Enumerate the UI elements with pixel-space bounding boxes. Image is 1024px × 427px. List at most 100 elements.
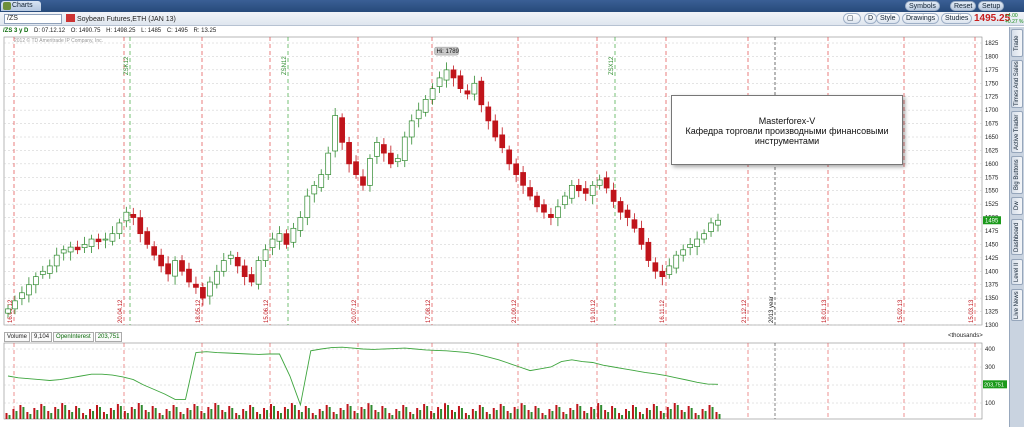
- studies-button[interactable]: Studies: [941, 13, 973, 24]
- volume-value: 9,104: [31, 332, 53, 342]
- volume-bar: [669, 409, 672, 419]
- volume-bar: [297, 410, 300, 419]
- volume-bar: [144, 410, 147, 419]
- volume-tick-label: 100: [985, 401, 996, 407]
- volume-bar: [328, 407, 331, 419]
- symbols-button[interactable]: Symbols: [905, 1, 940, 11]
- volume-bar: [597, 403, 600, 419]
- sidebar-tab-dashboard[interactable]: Dashboard: [1011, 219, 1023, 255]
- charts-tab[interactable]: Charts: [1, 1, 41, 11]
- candle-body: [46, 265, 53, 274]
- volume-bar: [645, 408, 648, 419]
- volume-bar: [600, 405, 603, 419]
- sidebar-tab-active-trader[interactable]: Active Trader: [1011, 111, 1023, 153]
- flag-icon[interactable]: [66, 14, 75, 22]
- candle-body: [290, 227, 297, 243]
- volume-bar: [89, 409, 92, 419]
- candle-body: [172, 260, 178, 277]
- sidebar-tab-live-news[interactable]: Live News: [1011, 289, 1023, 321]
- candle-body: [401, 136, 408, 161]
- x-tick-label: 16.01.12: [8, 299, 14, 323]
- sidebar-tab-times-and-sales[interactable]: Times And Sales: [1011, 60, 1023, 108]
- candle-body: [562, 195, 568, 206]
- candle-body: [485, 106, 492, 122]
- volume-bar: [509, 413, 512, 419]
- candle-body: [394, 158, 401, 163]
- candle-body: [241, 265, 248, 278]
- volume-bar: [82, 413, 85, 419]
- volume-bar: [562, 412, 565, 419]
- sidebar-tab-big-buttons[interactable]: Big Buttons: [1011, 156, 1023, 194]
- sidebar-tab-level-2[interactable]: Level II: [1011, 259, 1023, 285]
- volume-bar: [119, 406, 122, 419]
- volume-bar: [263, 408, 266, 419]
- candle-body: [19, 292, 25, 300]
- volume-bar: [140, 405, 143, 419]
- volume-bar: [266, 410, 269, 419]
- volume-bar: [29, 414, 32, 419]
- volume-bar: [112, 410, 115, 419]
- volume-bar: [718, 414, 721, 419]
- candle-body: [506, 149, 513, 165]
- reset-button[interactable]: Reset: [950, 1, 977, 11]
- volume-bar: [711, 407, 714, 419]
- style-button[interactable]: Style: [876, 13, 900, 24]
- chart-ticker[interactable]: /ZS 3 y D: [3, 28, 29, 34]
- volume-bar: [516, 409, 519, 419]
- volume-bar: [126, 413, 129, 419]
- volume-bar: [22, 407, 25, 419]
- x-tick-label: 21.09.12: [512, 299, 518, 323]
- high-label-box: [434, 46, 459, 56]
- title-bar: Charts: [0, 0, 1024, 12]
- volume-bar: [300, 412, 303, 419]
- volume-bar: [325, 405, 328, 419]
- volume-bar: [676, 405, 679, 419]
- candle-body: [374, 142, 380, 157]
- candle-body: [548, 213, 554, 218]
- candle-body: [53, 254, 60, 267]
- volume-bar: [495, 410, 498, 419]
- volume-bar: [200, 411, 203, 419]
- volume-label: Volume: [4, 332, 31, 342]
- y-tick-label: 1675: [985, 122, 999, 128]
- volume-bar: [701, 409, 704, 419]
- price-chart[interactable]: 1825 1800 1775 1750 1725 1700 1675 1650 1625 1600…: [0, 27, 1009, 427]
- x-tick-label: 15.06.12: [264, 299, 270, 323]
- volume-bar: [273, 406, 276, 419]
- volume-bar: [467, 415, 470, 419]
- symbol-input[interactable]: /ZS: [4, 14, 62, 24]
- volume-bar: [492, 408, 495, 419]
- candle-body: [520, 172, 526, 186]
- volume-bar: [276, 411, 279, 419]
- candle-body: [701, 233, 707, 240]
- high-label: Hi: 1789: [437, 49, 460, 55]
- volume-bar: [395, 409, 398, 419]
- symbol-input-value: /ZS: [7, 15, 18, 22]
- drawings-button[interactable]: Drawings: [902, 13, 940, 24]
- y-tick-label: 1625: [985, 148, 999, 154]
- window-layout-button[interactable]: ▢: [843, 13, 861, 24]
- setup-button[interactable]: Setup: [978, 1, 1005, 11]
- y-tick-label: 1725: [985, 95, 999, 101]
- volume-bar: [78, 408, 81, 419]
- sidebar-tab-trade[interactable]: Trade: [1011, 29, 1023, 57]
- y-tick-label: 1475: [985, 229, 999, 235]
- annotation-line-2: Кафедра торговли производными финансовым…: [685, 126, 889, 136]
- candle-body: [74, 246, 81, 251]
- volume-bar: [631, 405, 634, 419]
- chart-area[interactable]: 1825 1800 1775 1750 1725 1700 1675 1650 1625 1600…: [0, 27, 1009, 427]
- x-tick-label: 18.05.12: [196, 299, 202, 323]
- volume-bar: [502, 406, 505, 419]
- volume-bar: [704, 411, 707, 419]
- y-tick-label: 1575: [985, 175, 999, 181]
- volume-bar: [102, 412, 105, 419]
- candle-body: [596, 179, 603, 186]
- candle-body: [95, 238, 102, 243]
- volume-bar: [332, 412, 335, 419]
- sidebar-tab-dw[interactable]: Dw: [1011, 197, 1023, 215]
- volume-bar: [346, 404, 349, 419]
- volume-bar: [576, 404, 579, 419]
- volume-bar: [168, 411, 171, 419]
- annotation-box[interactable]: Masterforex-V Кафедра торговли производн…: [671, 95, 903, 165]
- candle-body: [248, 274, 255, 283]
